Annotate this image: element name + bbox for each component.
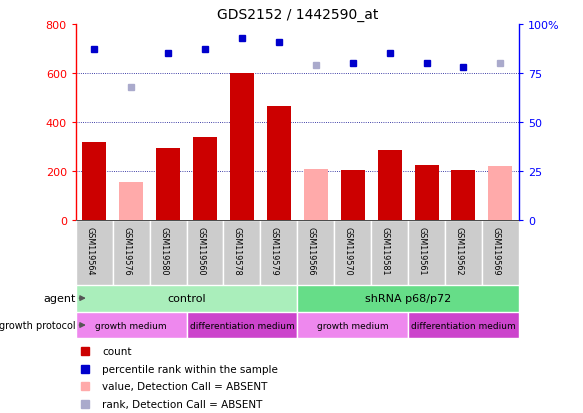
Bar [82,142,106,221]
Bar [340,171,365,221]
Bar [113,221,150,285]
Bar [76,312,187,339]
Text: GSM119564: GSM119564 [85,226,94,275]
Bar [408,312,519,339]
Bar [297,221,334,285]
Bar [408,221,445,285]
Bar [297,285,519,312]
Text: agent: agent [43,293,76,304]
Bar [445,221,482,285]
Text: GSM119560: GSM119560 [196,226,205,275]
Text: GSM119562: GSM119562 [455,226,463,275]
Bar [451,171,476,221]
Bar [76,221,113,285]
Bar [187,221,223,285]
Text: value, Detection Call = ABSENT: value, Detection Call = ABSENT [103,382,268,392]
Text: control: control [167,293,206,304]
Text: growth protocol: growth protocol [0,320,76,330]
Text: GSM119580: GSM119580 [159,226,168,275]
Text: shRNA p68/p72: shRNA p68/p72 [365,293,451,304]
Text: differentiation medium: differentiation medium [411,321,516,330]
Bar [76,285,297,312]
Text: differentiation medium: differentiation medium [189,321,294,330]
Bar [193,138,217,221]
Bar [223,221,261,285]
Text: growth medium: growth medium [96,321,167,330]
Text: growth medium: growth medium [317,321,388,330]
Text: GSM119569: GSM119569 [491,226,500,275]
Text: GSM119566: GSM119566 [307,226,316,275]
Text: GSM119561: GSM119561 [417,226,427,275]
Bar [334,221,371,285]
Bar [371,221,408,285]
Text: rank, Detection Call = ABSENT: rank, Detection Call = ABSENT [103,399,263,409]
Text: GSM119576: GSM119576 [122,226,131,275]
Bar [230,74,254,221]
Text: GSM119581: GSM119581 [381,226,389,275]
Text: percentile rank within the sample: percentile rank within the sample [103,364,278,374]
Text: count: count [103,347,132,356]
Bar [150,221,187,285]
Bar [261,221,297,285]
Text: GSM119578: GSM119578 [233,226,242,275]
Text: GSM119579: GSM119579 [270,226,279,275]
Bar [482,221,519,285]
Bar [378,151,402,221]
Bar [415,166,438,221]
Text: GSM119570: GSM119570 [344,226,353,275]
Bar [304,169,328,221]
Bar [156,149,180,221]
Bar [267,107,291,221]
Bar [489,167,512,221]
Bar [119,183,143,221]
Title: GDS2152 / 1442590_at: GDS2152 / 1442590_at [217,8,378,22]
Bar [297,312,408,339]
Bar [187,312,297,339]
